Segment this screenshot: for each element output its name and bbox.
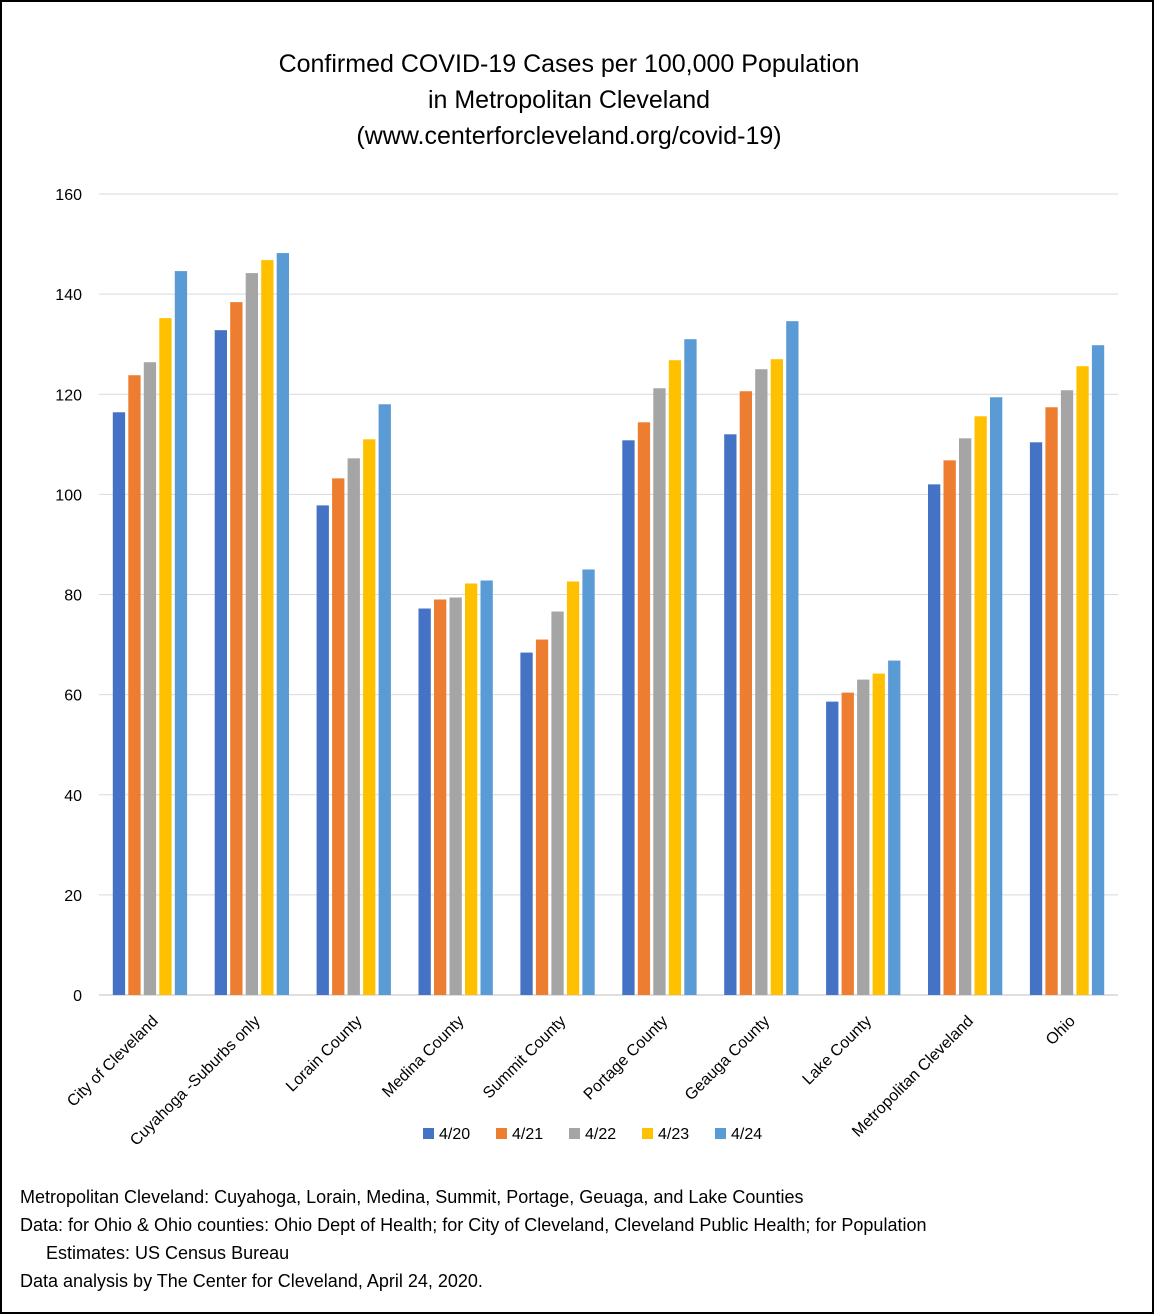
legend-swatch [423,1128,434,1139]
x-tick-label: Ohio [1043,1013,1079,1049]
bar-4-20-9 [1029,442,1043,995]
bar-4-20-0 [112,412,126,996]
bar-4-23-0 [159,318,172,995]
legend-swatch [569,1128,580,1139]
y-axis-tick-labels: 0 20 40 60 80 100 120 140 160 [55,187,82,1005]
bar-4-20-1 [214,330,227,995]
bar-4-23-1 [261,260,274,995]
metro-definition-note: Metropolitan Cleveland: Cuyahoga, Lorain… [20,1187,804,1207]
legend: 4/20 4/21 4/22 4/23 4/24 [423,1126,762,1143]
y-tick-label: 160 [55,187,82,204]
bar-4-22-9 [1060,390,1074,995]
x-tick-label: Summit County [480,1013,569,1102]
x-tick-label: Lorain County [283,1013,365,1095]
bar-4-22-2 [347,458,360,996]
legend-label: 4/20 [439,1126,470,1143]
bar-4-23-6 [770,359,783,995]
analysis-credit-note: Data analysis by The Center for Clevelan… [20,1271,483,1291]
bar-4-22-4 [551,611,564,995]
bar-4-23-7 [872,673,885,995]
bar-4-22-7 [857,679,870,995]
bar-4-20-4 [520,652,533,995]
x-tick-label: Lake County [800,1013,876,1089]
bar-4-24-7 [888,660,901,995]
bar-4-20-2 [316,505,329,995]
y-tick-label: 100 [55,487,82,504]
chart-title-line-3: (www.centerforcleveland.org/covid-19) [356,122,782,150]
bar-4-22-1 [245,273,258,995]
bar-4-22-3 [449,597,462,995]
bar-4-24-9 [1091,345,1105,996]
y-tick-label: 140 [55,287,82,304]
bar-4-21-2 [332,478,345,996]
legend-label: 4/24 [731,1126,762,1143]
bar-4-24-8 [990,397,1003,995]
bar-4-24-4 [582,569,595,995]
bar-4-24-3 [480,580,493,995]
bar-4-20-5 [622,440,635,995]
bar-4-23-5 [668,360,682,995]
bar-4-22-0 [143,362,157,996]
bar-4-24-2 [378,404,391,995]
bar-4-23-2 [363,439,376,995]
bar-4-23-3 [465,583,478,995]
y-tick-label: 40 [64,788,82,805]
bar-4-22-8 [959,438,972,995]
y-tick-label: 60 [64,688,82,705]
bar-4-21-0 [128,375,141,995]
chart-title-line-1: Confirmed COVID-19 Cases per 100,000 Pop… [278,50,860,78]
bar-4-24-0 [174,271,188,995]
bar-4-21-1 [230,302,243,995]
data-sources-note: Data: for Ohio & Ohio counties: Ohio Dep… [20,1215,927,1235]
bar-4-23-8 [974,416,987,996]
bar-4-24-6 [786,321,799,995]
bar-4-20-8 [928,484,941,995]
bar-4-21-4 [535,639,549,995]
x-tick-label: Metropolitan Cleveland [849,1013,977,1141]
legend-label: 4/21 [512,1126,543,1143]
legend-swatch [715,1128,726,1139]
x-tick-label: Portage County [581,1013,672,1104]
y-tick-label: 0 [73,988,82,1005]
bars [112,253,1105,996]
bar-4-20-6 [724,434,737,995]
y-tick-label: 120 [55,387,82,404]
bar-4-22-5 [653,388,666,995]
bar-4-20-3 [418,608,431,995]
y-tick-label: 20 [64,888,82,905]
legend-label: 4/23 [658,1126,689,1143]
bar-4-21-8 [943,460,956,995]
bar-4-21-7 [841,692,854,995]
legend-swatch [496,1128,507,1139]
bar-4-21-9 [1045,407,1058,995]
legend-swatch [642,1128,653,1139]
data-sources-note-continued: Estimates: US Census Bureau [46,1243,290,1263]
bar-4-22-6 [755,369,768,995]
y-tick-label: 80 [64,588,82,605]
footnotes: Metropolitan Cleveland: Cuyahoga, Lorain… [20,1183,926,1295]
bar-4-20-7 [826,701,839,995]
legend-label: 4/22 [585,1126,616,1143]
x-tick-label: Medina County [379,1013,467,1101]
bar-4-21-6 [739,391,752,996]
bar-4-24-5 [684,339,697,995]
x-tick-label: Geauga County [682,1013,773,1104]
chart-title: Confirmed COVID-19 Cases per 100,000 Pop… [2,46,1136,154]
chart-title-line-2: in Metropolitan Cleveland [427,86,711,114]
bar-4-23-9 [1076,366,1089,996]
bar-4-24-1 [276,253,289,996]
bar-4-21-3 [434,599,447,995]
x-tick-label: City of Cleveland [64,1013,162,1111]
bar-4-23-4 [566,581,580,995]
bar-4-21-5 [637,422,651,995]
